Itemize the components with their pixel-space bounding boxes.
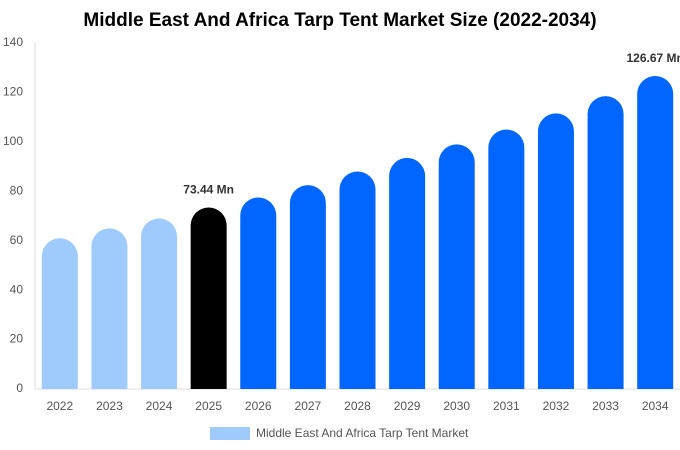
bar <box>488 129 525 390</box>
x-tick-label: 2029 <box>394 399 421 413</box>
x-tick-label: 2028 <box>344 399 371 413</box>
x-tick-label: 2034 <box>642 399 669 413</box>
bar <box>339 171 376 389</box>
bar <box>289 185 326 389</box>
y-tick-label: 80 <box>10 183 24 197</box>
bar <box>141 218 178 389</box>
legend-label: Middle East And Africa Tarp Tent Market <box>256 426 469 440</box>
y-tick-label: 120 <box>3 85 23 99</box>
x-tick-label: 2032 <box>543 399 570 413</box>
bar <box>389 157 426 389</box>
x-tick-label: 2031 <box>493 399 520 413</box>
y-tick-label: 40 <box>10 282 24 296</box>
x-tick-label: 2023 <box>96 399 123 413</box>
y-tick-label: 140 <box>3 35 23 49</box>
x-tick-label: 2026 <box>245 399 272 413</box>
x-tick-label: 2024 <box>146 399 173 413</box>
bar <box>587 96 624 389</box>
bar <box>91 228 128 389</box>
bar <box>438 144 475 389</box>
x-tick-label: 2027 <box>295 399 322 413</box>
value-label: 126.67 Mn <box>627 51 680 65</box>
bar <box>240 197 277 389</box>
y-tick-label: 0 <box>16 381 23 395</box>
y-tick-label: 100 <box>3 134 23 148</box>
y-tick-label: 20 <box>10 332 24 346</box>
chart-title: Middle East And Africa Tarp Tent Market … <box>83 10 596 31</box>
x-tick-label: 2022 <box>46 399 73 413</box>
legend-swatch <box>210 427 250 440</box>
bar <box>637 75 674 389</box>
x-tick-label: 2030 <box>443 399 470 413</box>
y-tick-label: 60 <box>10 233 24 247</box>
bar <box>537 113 574 389</box>
bar <box>190 207 227 389</box>
value-label: 73.44 Mn <box>183 183 234 197</box>
x-tick-label: 2033 <box>592 399 619 413</box>
x-tick-label: 2025 <box>195 399 222 413</box>
bar <box>41 238 78 389</box>
